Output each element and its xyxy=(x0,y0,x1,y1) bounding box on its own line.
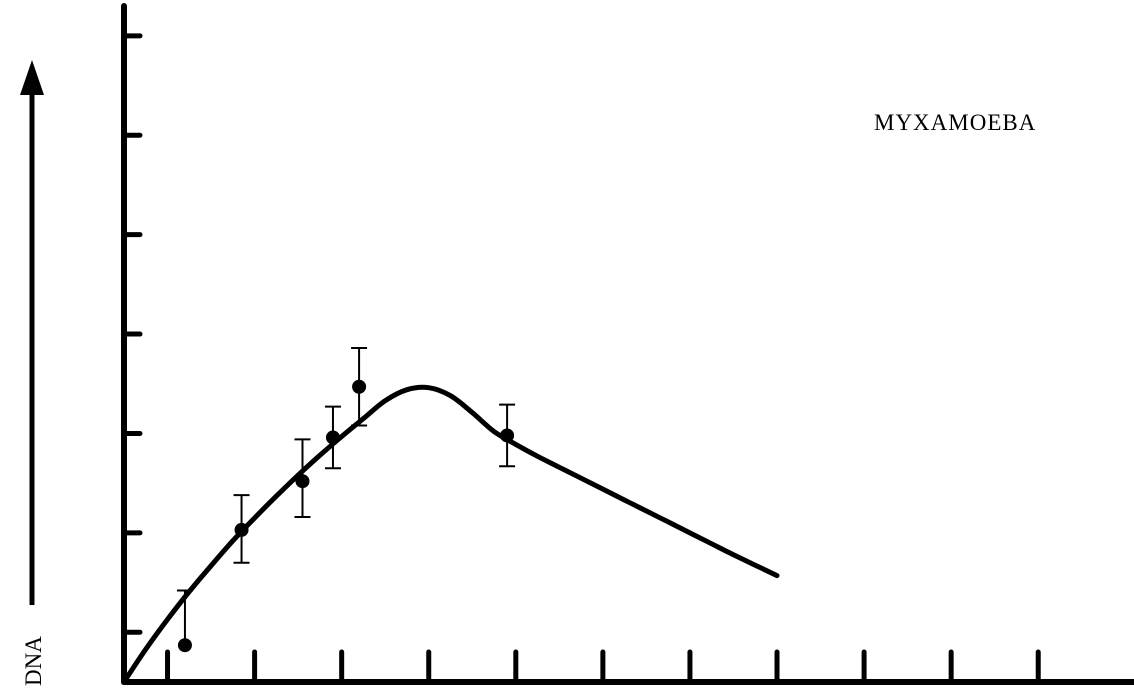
data-point-group-5 xyxy=(351,346,368,427)
data-points-layer xyxy=(176,346,516,653)
axis-ticks xyxy=(121,33,1041,685)
data-point-group-4 xyxy=(324,405,341,470)
data-point-group-2 xyxy=(233,494,250,564)
y-axis-label-group: DNA xyxy=(20,60,46,686)
data-point-5 xyxy=(352,379,367,394)
fitted-curve xyxy=(121,384,780,685)
organism-label: MYXAMOEBA xyxy=(874,110,1036,135)
data-point-4 xyxy=(325,430,340,445)
data-point-group-1 xyxy=(176,589,193,653)
data-point-2 xyxy=(234,522,249,537)
data-point-3 xyxy=(295,474,310,489)
fitted-curve-layer xyxy=(121,384,780,685)
data-point-group-3 xyxy=(294,438,311,518)
axes xyxy=(121,3,1134,685)
data-point-6 xyxy=(500,428,515,443)
data-point-group-6 xyxy=(499,403,516,468)
y-axis-arrow-head xyxy=(20,60,44,95)
y-axis-label: DNA xyxy=(21,636,46,686)
data-point-1 xyxy=(177,638,192,653)
